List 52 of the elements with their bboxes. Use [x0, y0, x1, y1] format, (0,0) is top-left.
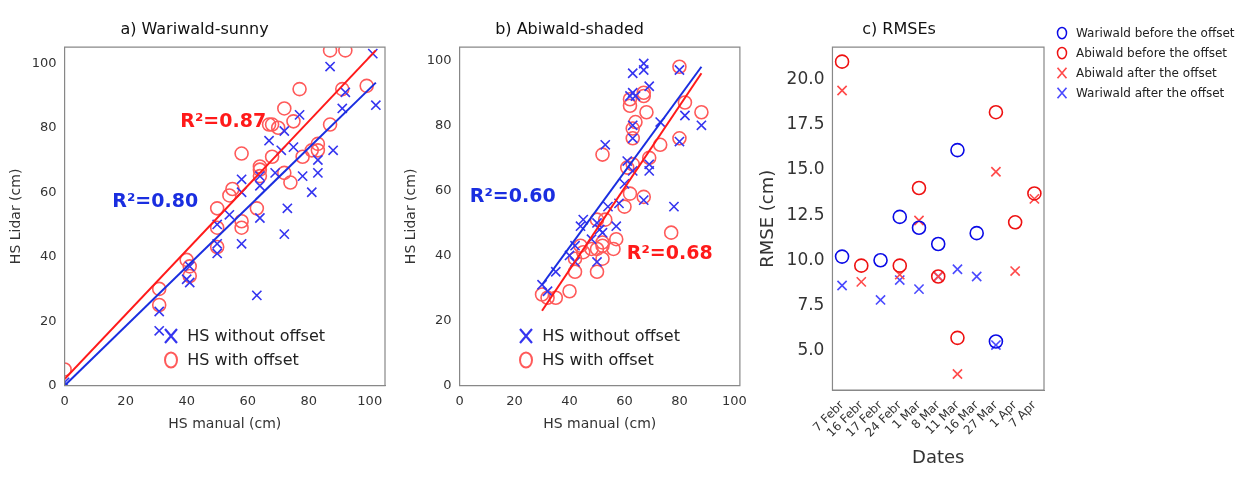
legend-label: HS with offset — [542, 348, 654, 371]
x-axis-title: HS manual (cm) — [168, 415, 282, 432]
x-tick-label: 20 — [506, 392, 523, 408]
y-tick-label: 60 — [40, 183, 57, 199]
x-tick-label: 80 — [671, 392, 688, 408]
y-tick-label: 7.5 — [797, 293, 825, 314]
y-tick-label: 80 — [40, 119, 57, 135]
chart-title: a) Wariwald-sunny — [120, 18, 269, 38]
y-tick-label: 100 — [426, 51, 452, 67]
x-tick-label: 80 — [300, 392, 317, 408]
x-tick-label: 60 — [616, 392, 633, 408]
x-tick-label: 60 — [239, 392, 256, 408]
x-axis-title: Dates — [912, 445, 965, 467]
x-tick-label: 0 — [455, 392, 464, 408]
annotation: R²=0.60 — [469, 183, 556, 206]
y-tick-label: 60 — [435, 181, 452, 197]
x-tick-label: 40 — [178, 392, 195, 408]
y-tick-label: 0 — [48, 376, 57, 392]
y-axis-title: HS Lidar (cm) — [402, 168, 419, 265]
x-tick-label: 20 — [117, 392, 134, 408]
x-tick-label: 100 — [721, 392, 747, 408]
y-tick-label: 5.0 — [797, 338, 825, 359]
x-tick-label: 100 — [357, 392, 383, 408]
y-tick-label: 12.5 — [786, 203, 825, 224]
y-tick-label: 20.0 — [786, 68, 825, 89]
y-tick-label: 80 — [435, 116, 452, 132]
legend-label: HS without offset — [187, 324, 325, 347]
annotation: R²=0.68 — [626, 240, 713, 263]
legend-label: Wariwald before the offset — [1076, 25, 1235, 43]
chart-title: b) Abiwald-shaded — [495, 18, 644, 38]
y-tick-label: 40 — [40, 248, 57, 264]
chart-title: c) RMSEs — [862, 18, 936, 38]
y-tick-label: 40 — [435, 246, 452, 262]
y-tick-label: 17.5 — [786, 113, 825, 134]
y-tick-label: 15.0 — [786, 158, 825, 179]
x-axis-title: HS manual (cm) — [543, 415, 657, 432]
legend-label: HS with offset — [187, 348, 299, 371]
y-tick-label: 100 — [31, 54, 57, 70]
legend-label: HS without offset — [542, 324, 680, 347]
y-tick-label: 20 — [40, 312, 57, 328]
annotation: R²=0.80 — [112, 189, 199, 212]
y-axis-title: RMSE (cm) — [756, 169, 778, 268]
legend-label: Wariwald after the offset — [1076, 85, 1225, 103]
legend-label: Abiwald before the offset — [1076, 45, 1227, 63]
y-tick-label: 10.0 — [786, 248, 825, 269]
x-tick-label: 0 — [60, 392, 69, 408]
legend-label: Abiwald after the offset — [1076, 65, 1217, 83]
x-tick-label: 40 — [561, 392, 578, 408]
y-tick-label: 20 — [435, 311, 452, 327]
annotation: R²=0.87 — [180, 108, 267, 131]
y-tick-label: 0 — [443, 376, 452, 392]
y-axis-title: HS Lidar (cm) — [7, 168, 24, 265]
